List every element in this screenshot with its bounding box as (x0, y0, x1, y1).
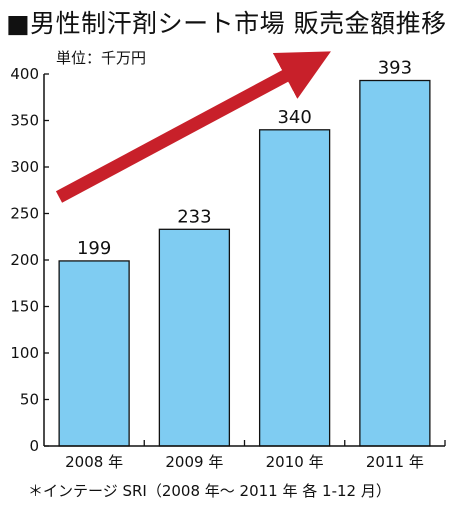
y-tick-label: 100 (10, 344, 39, 362)
y-tick-label: 150 (10, 298, 39, 316)
x-axis: 2008 年 2009 年 2010 年 2011 年 (44, 440, 446, 471)
y-tick-label: 400 (10, 65, 39, 83)
bar-value-label: 340 (277, 107, 311, 128)
y-tick-label: 0 (29, 437, 39, 455)
y-tick-label: 300 (10, 158, 39, 176)
bar-value-label: 233 (177, 206, 211, 227)
y-axis: 0 50 100 150 200 250 300 350 400 (10, 65, 49, 455)
y-tick-label: 200 (10, 251, 39, 269)
bar (258, 129, 331, 447)
bar (58, 260, 130, 447)
x-tick-label: 2009 年 (165, 453, 223, 471)
x-tick-label: 2010 年 (266, 453, 324, 471)
source-note: ＊インテージ SRI（2008 年〜 2011 年 各 1-12 月） (28, 482, 391, 500)
bar (158, 228, 231, 447)
trend-arrow (55, 51, 331, 203)
y-tick-label: 350 (10, 112, 39, 130)
unit-label: 単位：千万円 (56, 49, 146, 67)
chart-title: ■男性制汗剤シート市場 販売金額推移 (6, 9, 447, 38)
y-tick-label: 250 (10, 205, 39, 223)
value-labels-group: 199 233 340 393 (77, 58, 412, 259)
bar-value-label: 393 (378, 58, 412, 79)
y-tick-label: 50 (20, 391, 39, 409)
bar (359, 79, 431, 447)
bars-group (58, 79, 431, 447)
bar-value-label: 199 (77, 238, 111, 259)
x-tick-label: 2011 年 (366, 453, 424, 471)
x-tick-label: 2008 年 (65, 453, 123, 471)
